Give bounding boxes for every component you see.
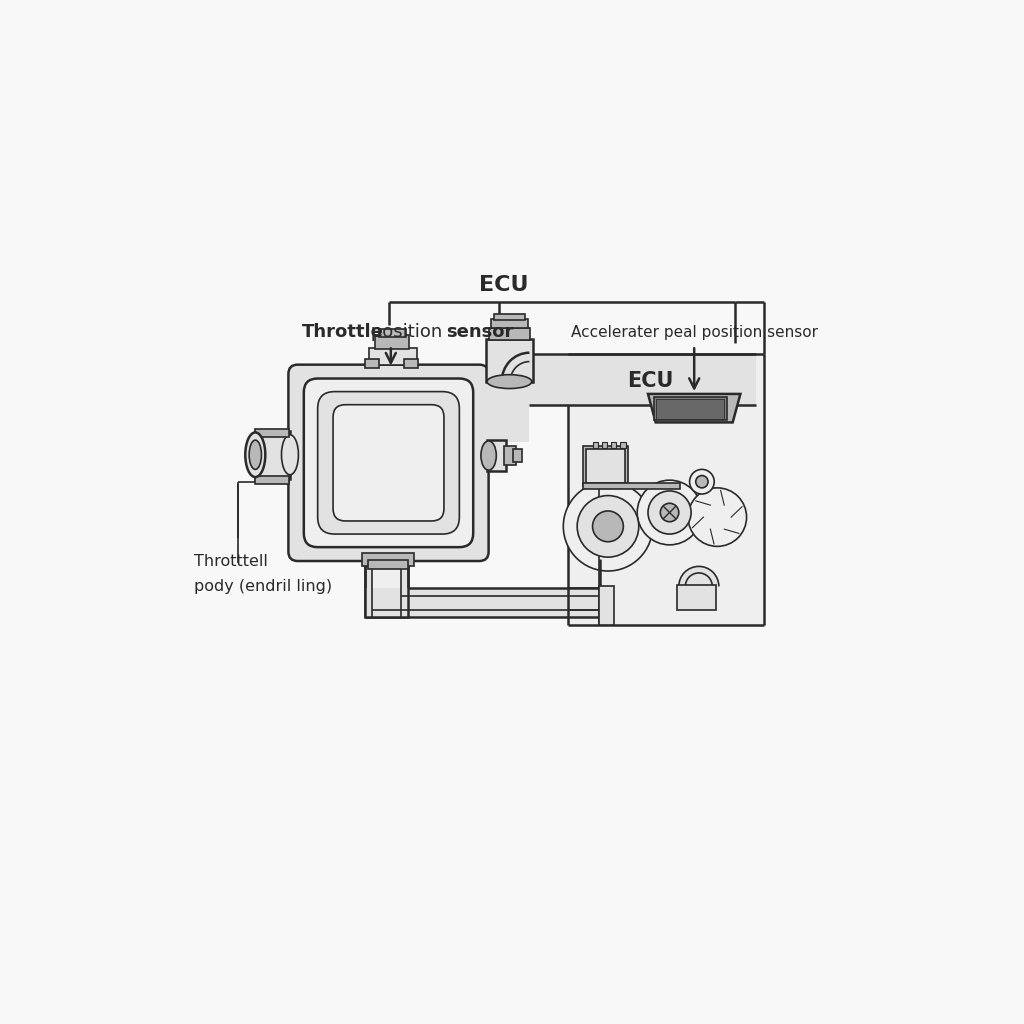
Bar <box>366 559 408 617</box>
Bar <box>504 446 515 465</box>
Bar <box>368 560 408 569</box>
Bar <box>488 328 530 340</box>
Bar <box>361 553 414 566</box>
Ellipse shape <box>246 432 265 477</box>
Circle shape <box>563 481 652 571</box>
Bar <box>255 476 289 484</box>
Bar <box>529 354 756 404</box>
Bar <box>654 397 727 420</box>
Bar <box>587 450 625 483</box>
Text: Accelerater peal position sensor: Accelerater peal position sensor <box>571 325 818 340</box>
Text: ECU: ECU <box>479 275 528 295</box>
Bar <box>373 559 400 617</box>
Bar <box>379 330 407 337</box>
Text: Throtttell: Throtttell <box>194 554 267 568</box>
FancyBboxPatch shape <box>317 391 460 535</box>
Text: position: position <box>366 324 449 341</box>
FancyBboxPatch shape <box>289 365 488 561</box>
Bar <box>486 339 532 382</box>
Text: Throttle: Throttle <box>301 324 383 341</box>
Bar <box>487 440 506 471</box>
Bar <box>366 358 379 368</box>
Circle shape <box>695 475 708 487</box>
Bar <box>255 429 289 437</box>
Bar <box>494 313 525 319</box>
Polygon shape <box>648 394 740 423</box>
Ellipse shape <box>481 441 497 470</box>
Bar <box>366 588 600 617</box>
Bar <box>602 441 607 447</box>
Ellipse shape <box>487 375 531 388</box>
FancyBboxPatch shape <box>333 404 444 521</box>
Text: ECU: ECU <box>628 371 674 391</box>
Bar <box>593 441 598 447</box>
Circle shape <box>593 511 624 542</box>
Bar <box>568 354 764 625</box>
Bar <box>599 587 614 625</box>
Bar <box>403 358 418 368</box>
Bar <box>584 446 628 486</box>
Bar <box>513 450 522 462</box>
Ellipse shape <box>249 440 261 469</box>
Ellipse shape <box>282 435 298 475</box>
Bar <box>584 483 680 489</box>
Bar <box>370 348 417 365</box>
Circle shape <box>689 469 714 494</box>
Bar <box>677 585 716 609</box>
Circle shape <box>578 496 639 557</box>
Circle shape <box>637 480 701 545</box>
Bar <box>255 431 290 478</box>
Bar <box>611 441 616 447</box>
Text: sensor: sensor <box>446 324 514 341</box>
Circle shape <box>660 503 679 522</box>
Bar <box>376 336 410 349</box>
Circle shape <box>648 490 691 535</box>
Wedge shape <box>502 354 529 382</box>
Bar <box>490 319 528 329</box>
Circle shape <box>688 487 746 547</box>
Bar <box>621 441 626 447</box>
Text: pody (endril ling): pody (endril ling) <box>194 579 332 594</box>
FancyBboxPatch shape <box>304 379 473 547</box>
Wedge shape <box>679 566 719 587</box>
Bar <box>656 399 724 419</box>
Bar <box>486 380 529 441</box>
